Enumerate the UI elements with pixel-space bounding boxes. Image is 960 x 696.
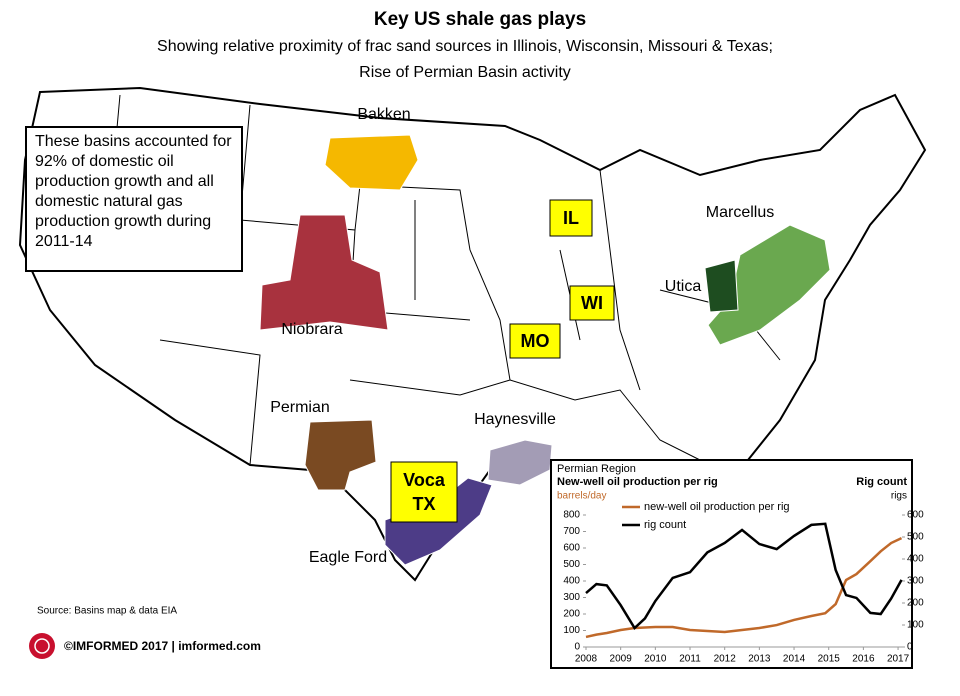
subtitle: Showing relative proximity of frac sand …: [157, 38, 773, 55]
x-tick-label: 2017: [887, 654, 910, 665]
x-tick-label: 2015: [818, 654, 841, 665]
y-tick-label: 400: [563, 576, 580, 587]
y2-tick-label: 400: [907, 554, 924, 565]
basin-label: Permian: [270, 399, 330, 416]
source-label: IL: [563, 208, 579, 228]
copyright: ©IMFORMED 2017 | imformed.com: [64, 639, 261, 653]
x-tick-label: 2013: [748, 654, 771, 665]
y-tick-label: 500: [563, 559, 580, 570]
chart-subtitle: New-well oil production per rig: [557, 476, 718, 488]
y-tick-label: 200: [563, 609, 580, 620]
x-tick-label: 2014: [783, 654, 806, 665]
title: Key US shale gas plays: [374, 9, 586, 30]
basin-label: Niobrara: [281, 321, 342, 338]
legend-label: new-well oil production per rig: [644, 501, 790, 513]
y2-axis-label: rigs: [891, 491, 907, 502]
y2-tick-label: 300: [907, 576, 924, 587]
basin-label: Utica: [665, 278, 702, 295]
basin-label: Eagle Ford: [309, 549, 387, 566]
source-box: [509, 323, 561, 359]
source: Source: Basins map & data EIA: [37, 606, 177, 617]
y-tick-label: 800: [563, 510, 580, 521]
x-tick-label: 2008: [575, 654, 598, 665]
x-tick-label: 2011: [679, 654, 701, 665]
y-axis-label: barrels/day: [557, 491, 606, 502]
y2-tick-label: 200: [907, 598, 924, 609]
y-tick-label: 600: [563, 543, 580, 554]
utica-area: [704, 259, 739, 313]
note-box: These basins accounted for 92% of domest…: [25, 126, 243, 272]
series-line: [585, 522, 903, 631]
basin-label: Haynesville: [474, 411, 556, 428]
source-box: [549, 199, 593, 237]
y-tick-label: 300: [563, 592, 580, 603]
inset-frame: [550, 459, 913, 669]
source-label: WI: [581, 293, 603, 313]
source-box: [390, 461, 458, 523]
sand-sources: IL WI MO Voca TX: [390, 199, 615, 523]
source-label: TX: [412, 494, 435, 514]
y2-tick-label: 500: [907, 532, 924, 543]
permian-area: [304, 419, 377, 491]
basin-label: Marcellus: [706, 204, 774, 221]
x-tick-label: 2010: [644, 654, 667, 665]
chart-title: Permian Region: [557, 463, 636, 475]
logo: [29, 633, 55, 659]
x-tick-label: 2009: [610, 654, 633, 665]
y-tick-label: 100: [563, 625, 580, 636]
series-line: [585, 536, 903, 639]
inset-chart: Permian Region New-well oil production p…: [550, 459, 924, 669]
source-label: Voca: [403, 470, 446, 490]
marcellus-area: [707, 224, 831, 346]
logo: [34, 638, 50, 654]
basins: [259, 134, 831, 566]
x-tick-label: 2012: [714, 654, 737, 665]
niobrara-area: [259, 214, 389, 331]
y2-tick-label: 600: [907, 510, 924, 521]
y-tick-label: 0: [574, 642, 580, 653]
legend-label: rig count: [644, 519, 686, 531]
x-tick-label: 2016: [852, 654, 875, 665]
y2-tick-label: 0: [907, 642, 913, 653]
source-box: [569, 285, 615, 321]
y2-title: Rig count: [856, 476, 907, 488]
subtitle: Rise of Permian Basin activity: [359, 64, 571, 81]
y-tick-label: 700: [563, 526, 580, 537]
basin-label: Bakken: [357, 106, 410, 123]
y2-tick-label: 100: [907, 620, 924, 631]
bakken-area: [324, 134, 419, 191]
source-label: MO: [521, 331, 550, 351]
